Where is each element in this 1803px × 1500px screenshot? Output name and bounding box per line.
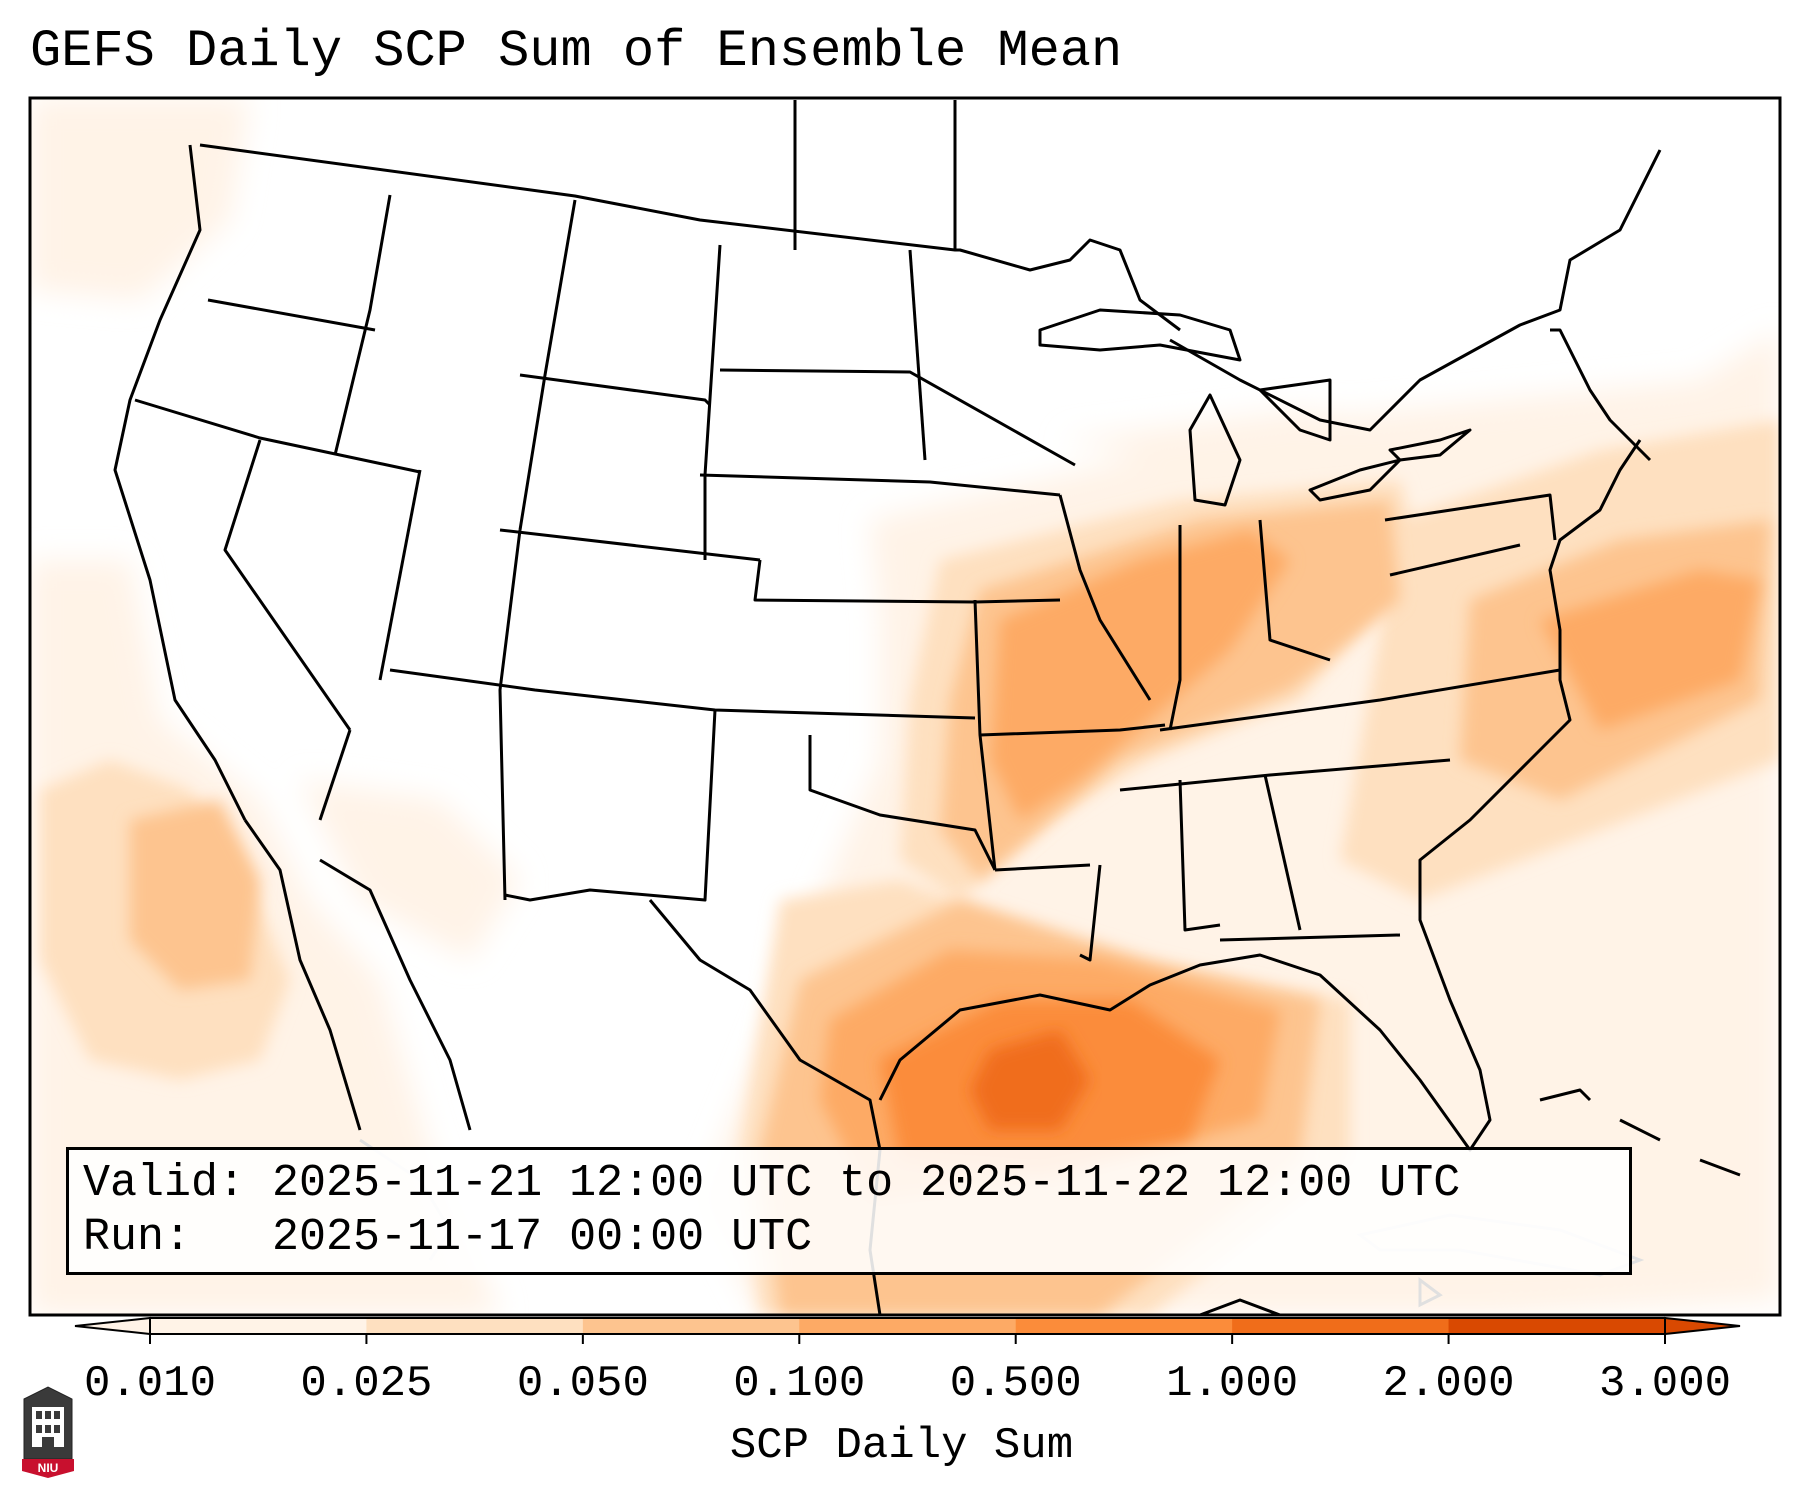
colorbar-segment <box>799 1318 1017 1334</box>
colorbar-label: SCP Daily Sum <box>729 1421 1074 1471</box>
colorbar-tick-label: 3.000 <box>1598 1359 1732 1409</box>
colorbar-segment <box>582 1318 800 1334</box>
colorbar-tick-label: 2.000 <box>1382 1359 1515 1409</box>
valid-info-box: Valid: 2025-11-21 12:00 UTC to 2025-11-2… <box>66 1147 1632 1275</box>
colorbar-segment <box>1015 1318 1233 1334</box>
colorbar-segment <box>1448 1318 1666 1334</box>
colorbar-tick-label: 0.025 <box>300 1359 433 1409</box>
valid-line: Valid: 2025-11-21 12:00 UTC to 2025-11-2… <box>83 1158 1461 1209</box>
colorbar-extend-low <box>74 1316 151 1336</box>
colorbar-extend-high <box>1664 1316 1741 1336</box>
political-boundaries <box>113 100 1741 1315</box>
colorbar-segment <box>150 1318 367 1334</box>
colorbar-segment <box>1232 1318 1450 1334</box>
run-line: Run: 2025-11-17 00:00 UTC <box>83 1212 813 1263</box>
colorbar-tick-label: 0.100 <box>733 1359 866 1409</box>
colorbar-frame <box>149 1317 1666 1335</box>
colorbar-tick-label: 1.000 <box>1166 1359 1299 1409</box>
logo-text: NIU <box>38 1461 59 1475</box>
scp-field <box>30 98 1780 1315</box>
colorbar <box>74 1316 1741 1344</box>
scp-level-1000 <box>970 1030 1090 1130</box>
colorbar-tick-label: 0.050 <box>516 1359 649 1409</box>
colorbar-tick-label: 0.500 <box>949 1359 1082 1409</box>
map-frame <box>28 96 1782 1317</box>
niu-logo: NIU <box>22 1386 74 1478</box>
page-title: GEFS Daily SCP Sum of Ensemble Mean <box>30 22 1123 81</box>
colorbar-tick-label: 0.010 <box>83 1359 217 1409</box>
colorbar-segment <box>366 1318 584 1334</box>
